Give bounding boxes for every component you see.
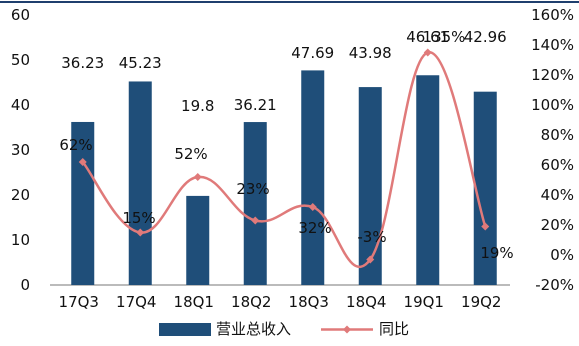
right-tick-20%: 20% — [541, 216, 574, 234]
line-label-17Q4: 15% — [122, 209, 155, 227]
right-tick-120%: 120% — [531, 66, 574, 84]
line-label-19Q2: 19% — [480, 244, 513, 262]
bar-label-19Q2: 42.96 — [464, 28, 507, 46]
x-tick-19Q1: 19Q1 — [404, 293, 444, 311]
left-tick-10: 10 — [11, 231, 30, 249]
bar-17Q3 — [71, 121, 95, 285]
x-tick-18Q1: 18Q1 — [174, 293, 214, 311]
right-axis-ticks: -20% 0% 20% 40% 60% 80% 100% 120% 140% 160% — [531, 6, 574, 294]
line-data-labels: 62% 15% 52% 23% 32% -3% 135% 19% — [59, 28, 513, 262]
right-tick-140%: 140% — [531, 36, 574, 54]
right-tick-0%: 0% — [550, 246, 574, 264]
line-label-18Q4: -3% — [357, 228, 386, 246]
left-tick-50: 50 — [11, 51, 30, 69]
right-tick-160%: 160% — [531, 6, 574, 24]
left-tick-30: 30 — [11, 141, 30, 159]
bar-label-18Q1: 19.8 — [181, 97, 214, 115]
legend-swatch-marker — [343, 325, 351, 334]
line-label-18Q3: 32% — [298, 219, 331, 237]
legend-label-line: 同比 — [379, 320, 409, 338]
bar-label-17Q3: 36.23 — [61, 54, 104, 72]
x-tick-19Q2: 19Q2 — [461, 293, 501, 311]
bar-series — [71, 70, 497, 286]
x-tick-18Q2: 18Q2 — [231, 293, 271, 311]
right-tick--20%: -20% — [535, 276, 574, 294]
line-point-19Q2 — [481, 222, 490, 231]
line-point-17Q4 — [136, 228, 145, 237]
x-axis-ticks: 17Q3 17Q4 18Q1 18Q2 18Q3 18Q4 19Q1 19Q2 — [59, 293, 502, 311]
line-label-18Q2: 23% — [236, 180, 269, 198]
bar-19Q2 — [473, 91, 497, 286]
legend-swatch-bar — [159, 323, 211, 336]
line-point-18Q2 — [251, 216, 260, 225]
bar-label-17Q4: 45.23 — [119, 54, 162, 72]
right-tick-80%: 80% — [541, 126, 574, 144]
bar-label-18Q3: 47.69 — [291, 44, 334, 62]
bar-label-18Q2: 36.21 — [234, 96, 277, 114]
line-label-17Q3: 62% — [59, 136, 92, 154]
right-tick-100%: 100% — [531, 96, 574, 114]
bar-19Q1 — [416, 75, 440, 285]
bar-18Q4 — [358, 87, 382, 285]
legend: 营业总收入 同比 — [159, 320, 409, 338]
line-label-19Q1: 135% — [423, 28, 466, 46]
left-tick-60: 60 — [11, 6, 30, 24]
left-tick-40: 40 — [11, 96, 30, 114]
x-tick-18Q3: 18Q3 — [289, 293, 329, 311]
x-tick-18Q4: 18Q4 — [346, 293, 386, 311]
right-tick-40%: 40% — [541, 186, 574, 204]
left-tick-0: 0 — [20, 276, 30, 294]
line-point-18Q3 — [308, 203, 317, 211]
bar-label-18Q4: 43.98 — [349, 44, 392, 62]
bar-18Q2 — [243, 122, 267, 286]
line-point-17Q3 — [78, 158, 87, 166]
left-axis-ticks: 0 10 20 30 40 50 60 — [11, 6, 30, 294]
right-tick-60%: 60% — [541, 156, 574, 174]
bar-18Q1 — [186, 195, 210, 285]
line-point-18Q1 — [193, 173, 202, 181]
line-label-18Q1: 52% — [174, 145, 207, 163]
bar-label-19Q1: 46.61 — [406, 28, 449, 46]
line-point-19Q1 — [423, 48, 432, 57]
left-tick-20: 20 — [11, 186, 30, 204]
bar-18Q3 — [301, 70, 325, 286]
line-point-18Q4 — [366, 255, 375, 264]
line-series — [78, 48, 490, 269]
legend-label-bar: 营业总收入 — [216, 320, 291, 338]
x-tick-17Q3: 17Q3 — [59, 293, 99, 311]
bar-17Q4 — [128, 81, 152, 285]
bar-data-labels: 36.23 45.23 19.8 36.21 47.69 43.98 46.61 42.96 — [61, 28, 506, 115]
x-tick-17Q4: 17Q4 — [116, 293, 156, 311]
